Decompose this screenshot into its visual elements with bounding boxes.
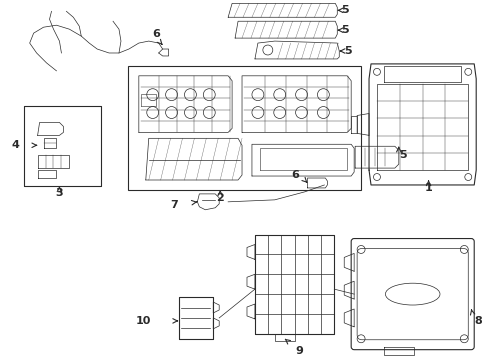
- Text: 3: 3: [56, 188, 63, 198]
- Text: 6: 6: [153, 29, 161, 39]
- Text: 9: 9: [295, 346, 303, 356]
- Text: 7: 7: [170, 200, 177, 210]
- Text: 8: 8: [474, 316, 482, 326]
- Text: 2: 2: [216, 193, 224, 203]
- Text: 6: 6: [292, 170, 299, 180]
- Text: 4: 4: [12, 140, 20, 150]
- Text: 1: 1: [425, 183, 433, 193]
- Text: 5: 5: [341, 5, 349, 15]
- Bar: [128, 66, 361, 190]
- Text: 5: 5: [341, 25, 349, 35]
- Text: 5: 5: [344, 46, 352, 56]
- Text: 10: 10: [135, 316, 151, 326]
- Text: 5: 5: [399, 150, 406, 160]
